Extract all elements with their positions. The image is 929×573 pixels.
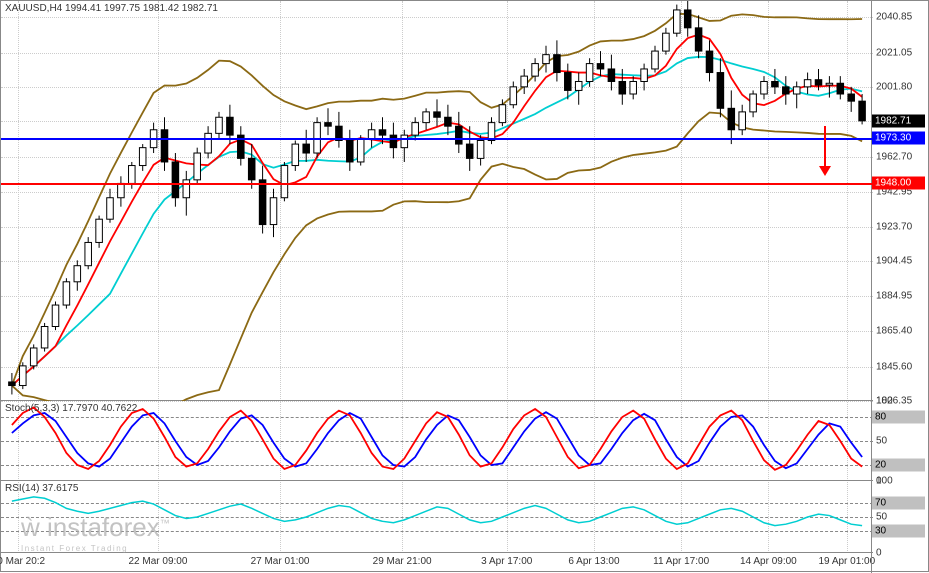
chart-container: XAUUSD,H4 1994.41 1997.75 1981.42 1982.7… xyxy=(0,0,929,572)
main-price-panel[interactable]: XAUUSD,H4 1994.41 1997.75 1981.42 1982.7… xyxy=(1,1,873,401)
rsi-header: RSI(14) 37.6175 xyxy=(5,483,78,494)
rsi-axis: 0305070100 xyxy=(871,481,928,553)
stoch-header: Stoch(5,3,3) 17.7970 40.7622 xyxy=(5,403,137,414)
support-line-blue xyxy=(1,138,873,140)
watermark-logo: ẁ instaforex™ xyxy=(21,512,170,543)
price-axis: 2040.852021.052001.801982.711962.701942.… xyxy=(871,1,928,401)
watermark-subtitle: Instant Forex Trading xyxy=(21,544,128,553)
symbol-header: XAUUSD,H4 1994.41 1997.75 1981.42 1982.7… xyxy=(5,3,218,14)
support-line-red xyxy=(1,183,873,185)
time-axis: 10 Mar 20:222 Mar 09:0027 Mar 01:0029 Ma… xyxy=(1,553,873,573)
main-chart-svg xyxy=(1,1,873,401)
stoch-axis: 0205080100 xyxy=(871,401,928,481)
axis-corner xyxy=(871,553,928,573)
stochastic-panel[interactable]: Stoch(5,3,3) 17.7970 40.7622 xyxy=(1,401,873,481)
